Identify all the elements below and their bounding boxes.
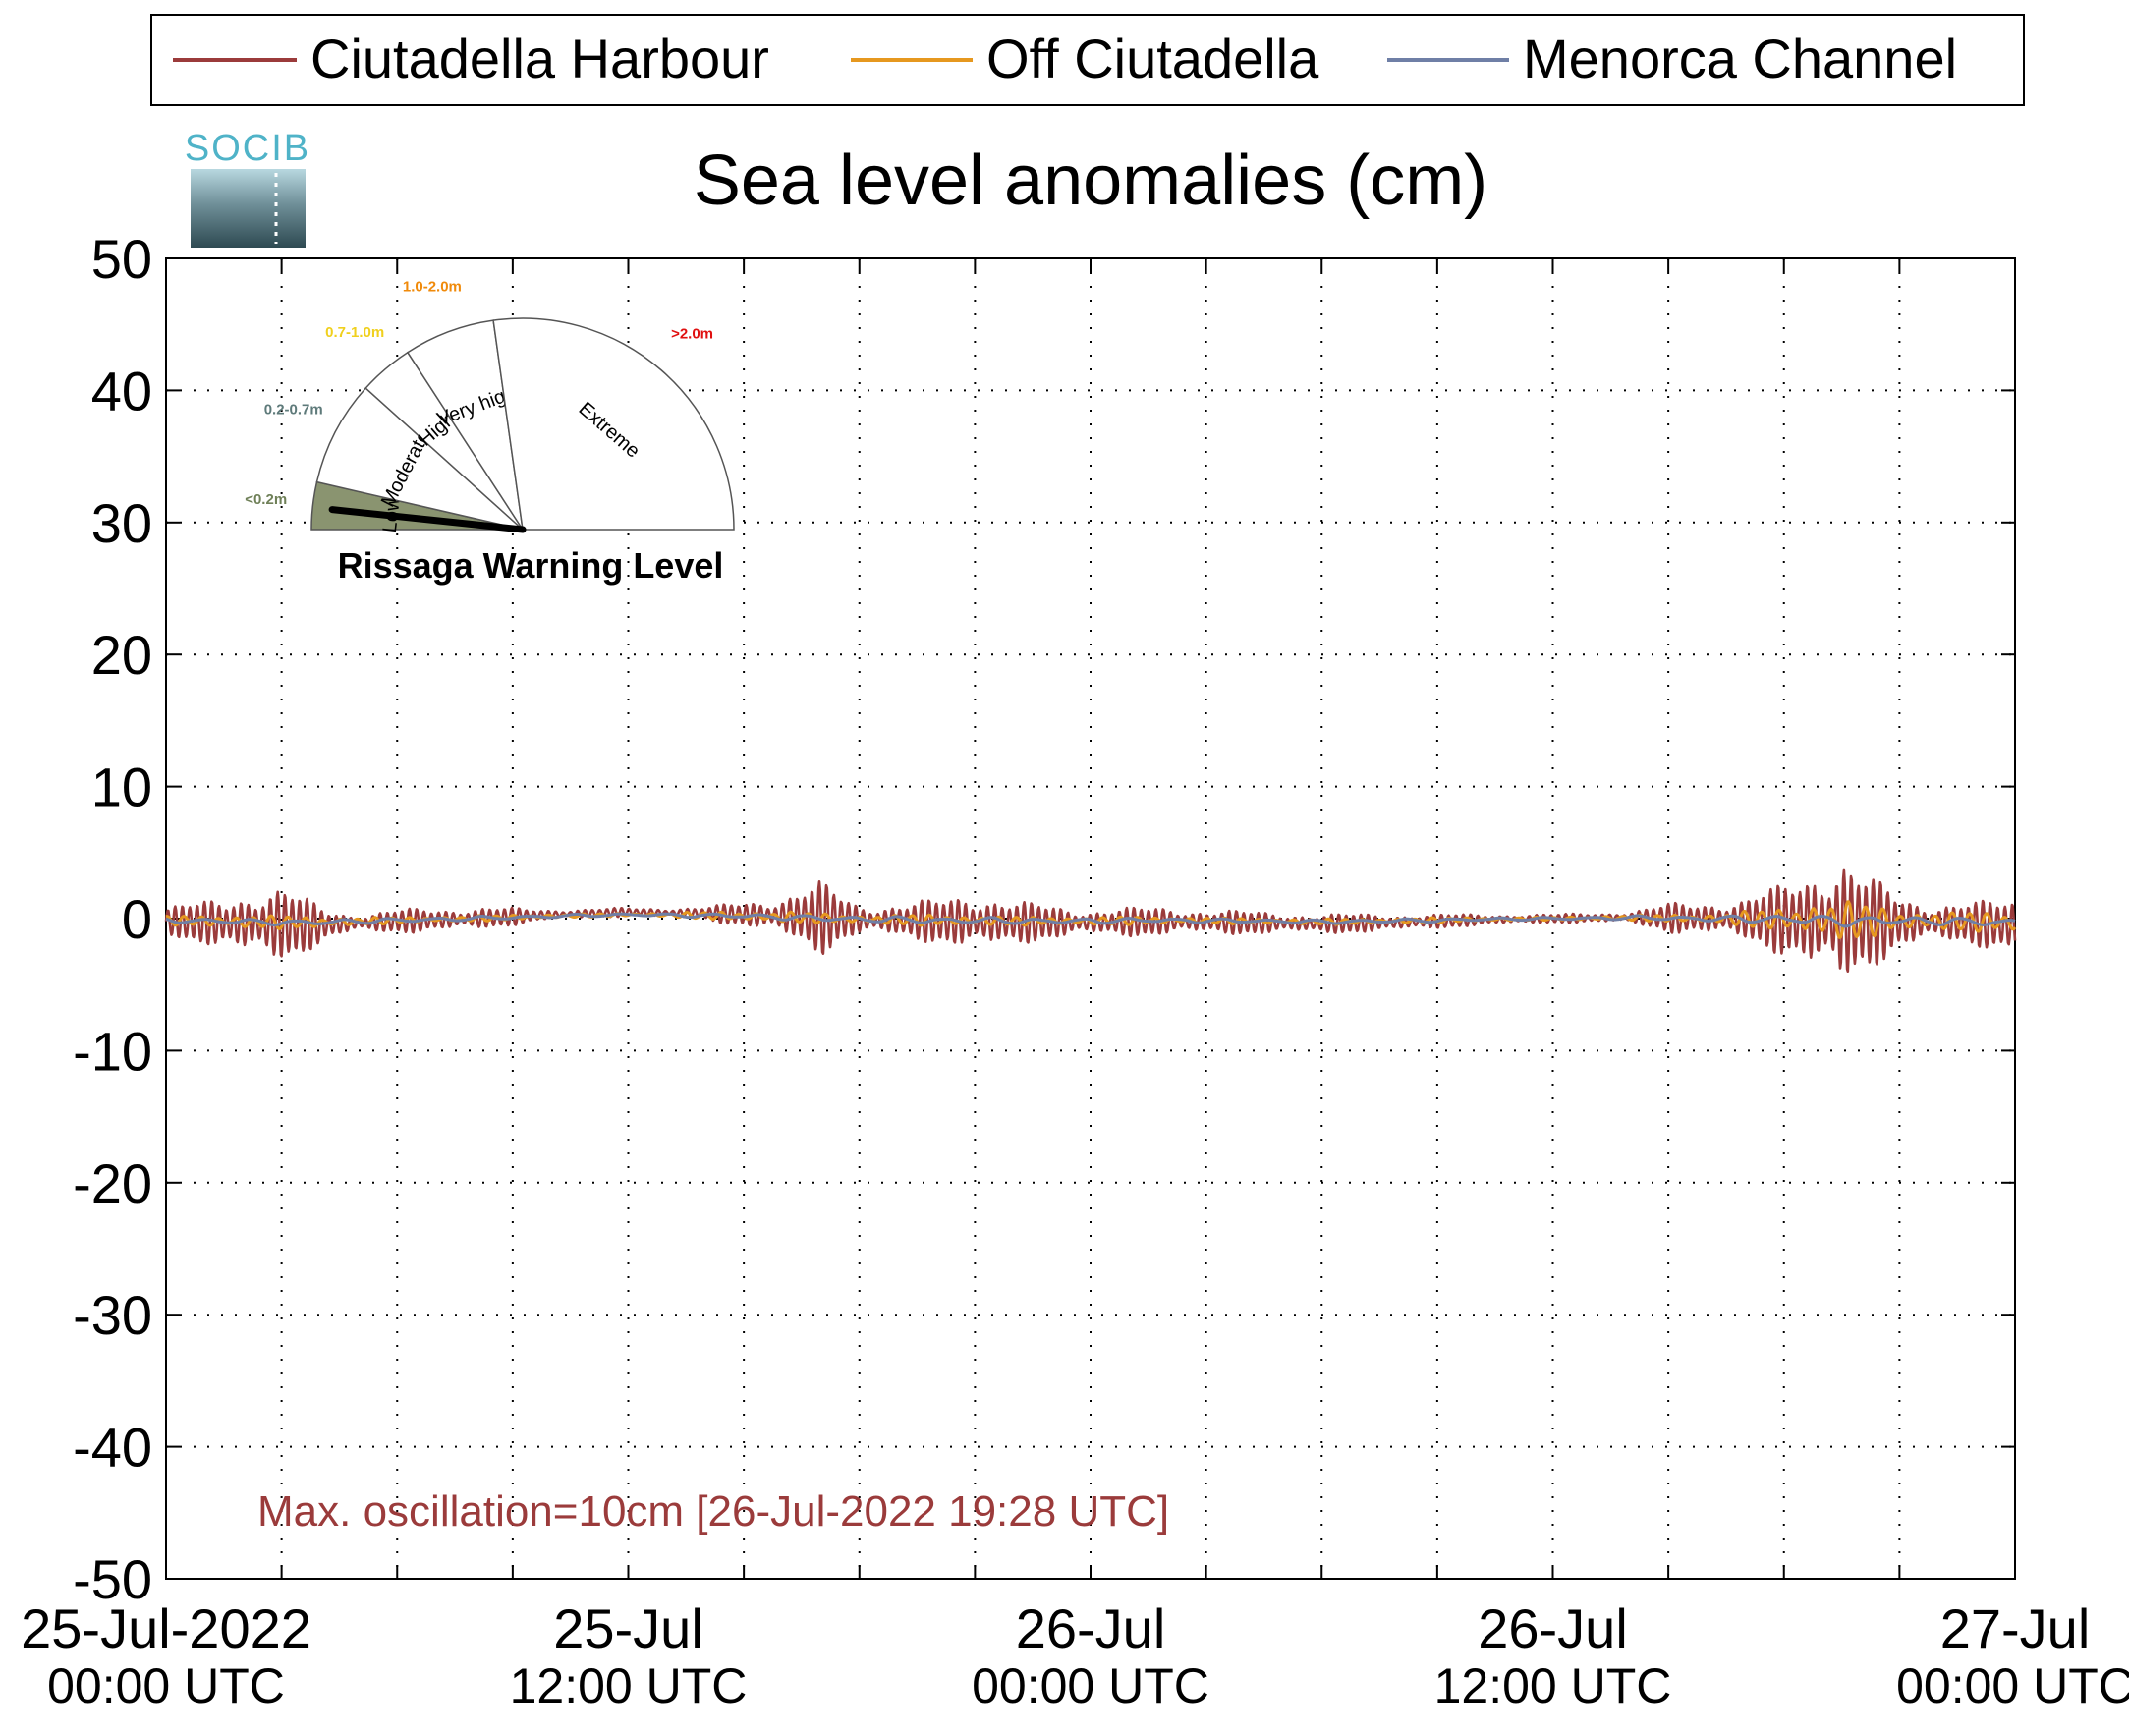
gauge-range-label: 1.0-2.0m	[403, 279, 462, 296]
x-tick-label-date: 25-Jul-2022	[21, 1597, 311, 1659]
legend-label: Menorca Channel	[1523, 28, 1957, 89]
y-tick-label: -10	[73, 1020, 152, 1082]
y-tick-label: 20	[91, 624, 152, 686]
y-tick-label: -40	[73, 1417, 152, 1479]
series-line	[165, 912, 2016, 928]
gauge-range-label: <0.2m	[245, 491, 287, 508]
gauge-range-label: 0.7-1.0m	[325, 324, 384, 341]
legend-box	[150, 14, 2025, 106]
x-tick-label-time: 12:00 UTC	[1434, 1658, 1672, 1713]
y-tick-label: 50	[91, 228, 152, 290]
x-tick-label-date: 27-Jul	[1940, 1597, 2091, 1659]
gauge-segment	[492, 317, 735, 531]
x-tick-label-date: 26-Jul	[1016, 1597, 1166, 1659]
gauge-needle	[328, 506, 527, 533]
x-tick-label-date: 25-Jul	[553, 1597, 703, 1659]
x-tick-label-time: 00:00 UTC	[47, 1658, 285, 1713]
legend-label: Ciutadella Harbour	[310, 28, 769, 89]
y-tick-label: -50	[73, 1548, 152, 1610]
x-tick-label-time: 00:00 UTC	[972, 1658, 1209, 1713]
y-tick-label: 30	[91, 492, 152, 554]
y-tick-label: 40	[91, 360, 152, 421]
logo-block	[191, 169, 306, 248]
gauge-segment	[315, 387, 526, 532]
gauge-range-label: >2.0m	[671, 325, 713, 342]
series-lines	[164, 868, 2017, 973]
logo-text: SOCIB	[185, 128, 310, 169]
gauge-range-label: 0.2-0.7m	[264, 402, 323, 419]
legend: Ciutadella Harbour Off Ciutadella Menorca …	[150, 14, 2025, 106]
socib-logo: SOCIB	[185, 128, 310, 248]
y-tick-label: -20	[73, 1152, 152, 1214]
legend-label: Off Ciutadella	[986, 28, 1319, 89]
y-tick-label: 0	[122, 888, 152, 950]
grid	[166, 258, 2015, 1579]
chart-title: Sea level anomalies (cm)	[694, 141, 1487, 220]
max-oscillation-annotation: Max. oscillation=10cm [26-Jul-2022 19:28…	[257, 1487, 1169, 1536]
x-tick-label-time: 12:00 UTC	[510, 1658, 748, 1713]
gauge-title: Rissaga Warning Level	[338, 545, 724, 586]
x-tick-label-time: 00:00 UTC	[1896, 1658, 2129, 1713]
y-axis: -50 -40 -30 -20 -10 0 10 20 30 40 50	[73, 228, 2015, 1610]
y-tick-label: 10	[91, 756, 152, 818]
y-tick-label: -30	[73, 1284, 152, 1346]
rissaga-gauge: Low<0.2mModerate0.2-0.7mHigh0.7-1.0mVery…	[245, 279, 735, 533]
x-tick-label-date: 26-Jul	[1478, 1597, 1628, 1659]
